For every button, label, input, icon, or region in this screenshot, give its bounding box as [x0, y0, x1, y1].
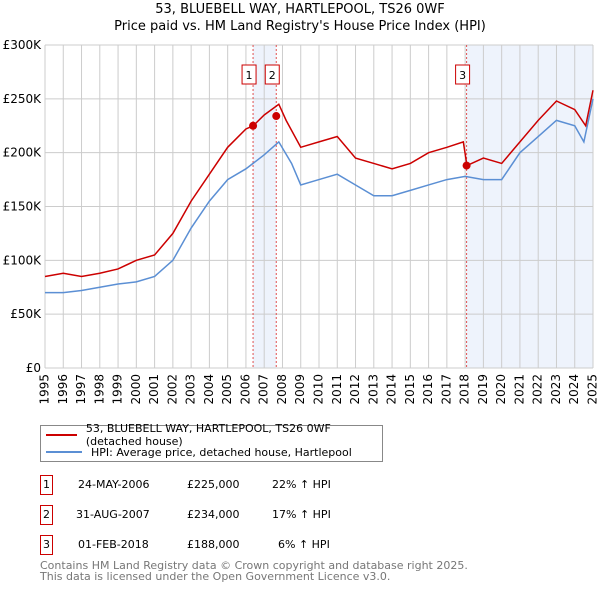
x-tick-label: 2018: [458, 374, 472, 405]
x-tick-label: 2024: [567, 374, 581, 405]
x-tick-label: 2025: [586, 374, 600, 405]
footer: Contains HM Land Registry data © Crown c…: [40, 560, 468, 582]
sale-point: [272, 112, 281, 121]
transaction-number: 2: [40, 505, 53, 525]
x-tick-label: 2021: [512, 374, 526, 405]
x-tick-label: 2004: [202, 374, 216, 405]
y-tick-label: £150K: [3, 200, 43, 214]
transaction-hpi: 22% ↑ HPI: [272, 478, 331, 491]
sale-label-box: [241, 64, 257, 85]
x-tick-label: 2002: [165, 374, 179, 405]
x-tick-label: 1999: [111, 374, 125, 405]
legend-label: HPI: Average price, detached house, Hart…: [91, 445, 352, 459]
x-tick-label: 2007: [257, 374, 271, 405]
transaction-hpi: 17% ↑ HPI: [272, 508, 331, 521]
y-tick-label: £50K: [10, 307, 42, 321]
legend-item-hpi: HPI: Average price, detached house, Hart…: [41, 444, 352, 460]
x-tick-label: 2015: [403, 374, 417, 405]
x-tick-label: 2014: [385, 374, 399, 405]
transaction-price: £225,000: [187, 478, 240, 491]
transaction-hpi: 6% ↑ HPI: [278, 538, 330, 551]
y-tick-label: £200K: [3, 146, 43, 160]
legend-label: 53, BLUEBELL WAY, HARTLEPOOL, TS26 0WF (…: [85, 422, 331, 448]
footer-line: Contains HM Land Registry data © Crown c…: [40, 559, 468, 572]
x-tick-label: 2020: [494, 374, 508, 405]
x-tick-label: 1995: [38, 374, 52, 405]
chart-title: 53, BLUEBELL WAY, HARTLEPOOL, TS26 0WF: [155, 2, 445, 17]
transaction-price: £234,000: [187, 508, 240, 521]
x-tick-label: 2016: [421, 374, 435, 405]
legend-item-property: 53, BLUEBELL WAY, HARTLEPOOL, TS26 0WF (…: [41, 422, 382, 448]
y-tick-label: £100K: [3, 253, 43, 267]
y-tick-label: £300K: [3, 38, 43, 52]
x-tick-label: 2011: [330, 374, 344, 405]
x-tick-label: 1997: [74, 374, 88, 405]
x-tick-label: 2000: [129, 374, 143, 405]
chart-subtitle: Price paid vs. HM Land Registry's House …: [114, 19, 486, 34]
x-tick-label: 2010: [312, 374, 326, 405]
transaction-number: 1: [40, 475, 53, 495]
legend-swatch-red: [46, 434, 77, 436]
sale-label: 3: [459, 69, 466, 82]
x-tick-label: 2012: [348, 374, 362, 405]
y-tick-label: £250K: [3, 92, 43, 106]
y-tick-label: £0: [26, 361, 41, 375]
x-tick-label: 2006: [238, 374, 252, 405]
sale-label: 2: [269, 69, 276, 82]
transaction-row: 1 24-MAY-2006 £225,000 22% ↑ HPI: [40, 475, 440, 495]
sale-label-box: [455, 64, 471, 85]
x-tick-label: 1998: [92, 374, 106, 405]
x-tick-label: 2005: [220, 374, 234, 405]
legend: 53, BLUEBELL WAY, HARTLEPOOL, TS26 0WF (…: [40, 422, 383, 462]
transaction-row: 3 01-FEB-2018 £188,000 6% ↑ HPI: [40, 535, 440, 555]
hpi-line: [45, 98, 594, 294]
x-tick-label: 2013: [366, 374, 380, 405]
x-tick-label: 2023: [549, 374, 563, 405]
sale-label: 1: [246, 69, 253, 82]
transaction-date: 31-AUG-2007: [76, 508, 150, 521]
transaction-date: 01-FEB-2018: [78, 538, 149, 551]
transaction-date: 24-MAY-2006: [78, 478, 150, 491]
footer-line: This data is licensed under the Open Gov…: [40, 570, 391, 583]
x-tick-label: 2008: [275, 374, 289, 405]
x-tick-label: 2001: [147, 374, 161, 405]
x-tick-label: 2003: [184, 374, 198, 405]
transaction-price: £188,000: [187, 538, 240, 551]
property-price-line: [44, 90, 594, 278]
sale-point: [462, 161, 471, 170]
transaction-row: 2 31-AUG-2007 £234,000 17% ↑ HPI: [40, 505, 440, 525]
x-tick-label: 2022: [531, 374, 545, 405]
price-chart: 1995 1996 1997 1998 1999 2000 2001 2002 2003 2004…: [3, 38, 600, 405]
x-tick-label: 2009: [293, 374, 307, 405]
x-tick-label: 2017: [439, 374, 453, 405]
transaction-number: 3: [40, 535, 53, 555]
legend-swatch-blue: [46, 451, 82, 453]
sale-label-box: [264, 64, 280, 85]
x-tick-label: 2019: [476, 374, 490, 405]
sale-point: [249, 121, 258, 130]
x-tick-label: 1996: [56, 374, 70, 405]
